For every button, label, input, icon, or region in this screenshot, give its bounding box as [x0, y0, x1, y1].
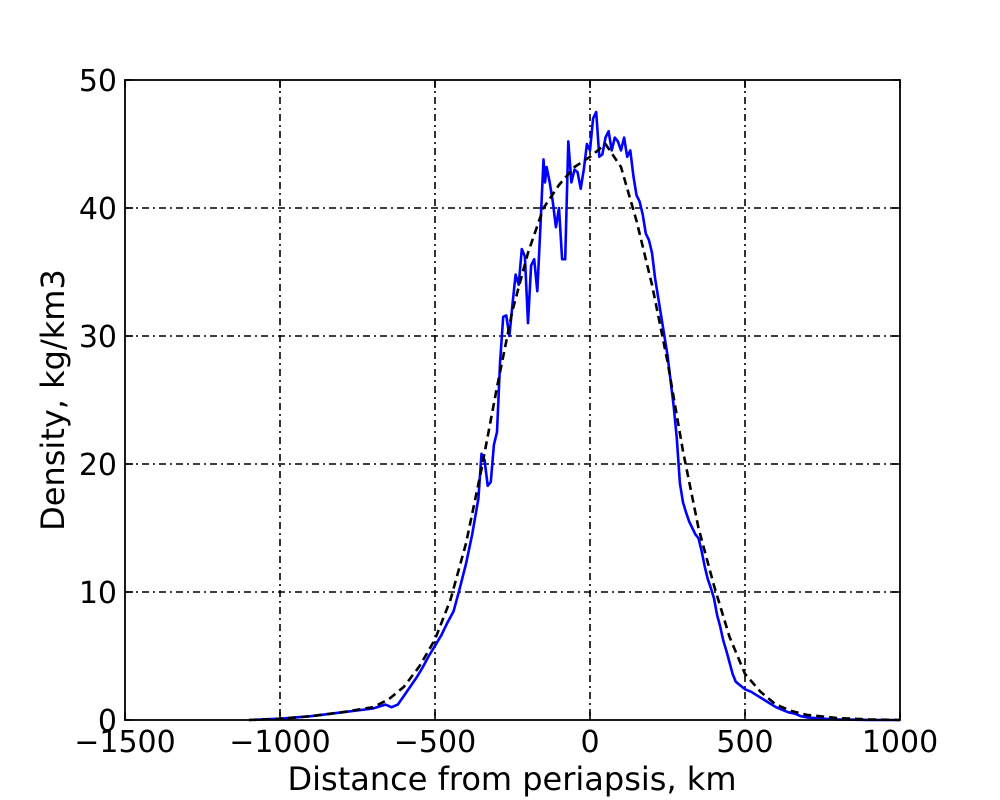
y-tick-label: 40 [79, 192, 117, 227]
density-data-line [248, 110, 900, 722]
x-axis-label: Distance from periapsis, km [288, 760, 737, 798]
x-tick-label: 1000 [862, 725, 938, 760]
x-tick-label: 500 [716, 725, 773, 760]
plot-frame [124, 79, 901, 721]
y-tick-label: 20 [79, 448, 117, 483]
x-tick-label: −500 [394, 725, 476, 760]
series-layer [248, 110, 901, 722]
y-tick-label: 10 [79, 576, 117, 611]
grid-layer [125, 80, 900, 720]
x-tick-label: 0 [580, 725, 599, 760]
x-tick-label: −1000 [229, 725, 330, 760]
x-tick-label: −1500 [74, 725, 175, 760]
y-axis-label: Density, kg/km3 [34, 269, 72, 531]
tick-layer: −1500 −1000 −500 0 500 1000 0 10 20 30 40 50 [74, 64, 938, 760]
y-tick-label: 30 [79, 320, 117, 355]
y-tick-label: 50 [79, 64, 117, 99]
fit-curve-line [248, 142, 901, 722]
y-tick-label: 0 [98, 704, 117, 739]
